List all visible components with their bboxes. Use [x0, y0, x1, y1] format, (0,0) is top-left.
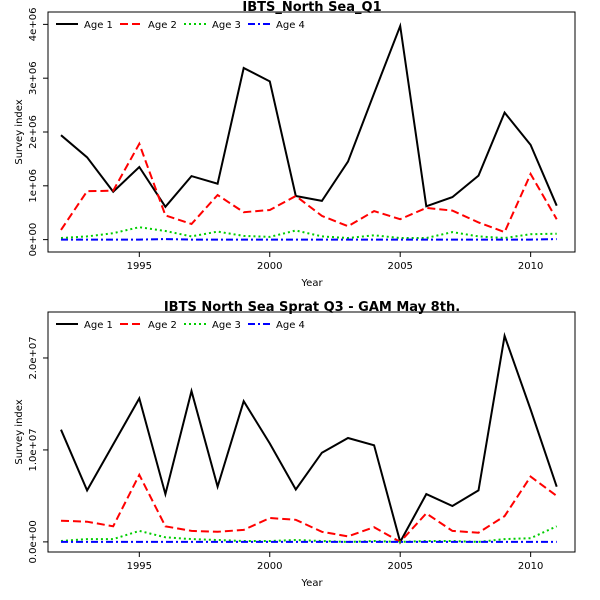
series-line-age-3 — [60, 525, 558, 543]
legend-label: Age 2 — [148, 320, 177, 331]
x-tick-label: 2010 — [518, 561, 543, 572]
y-tick-label: 3e+06 — [28, 61, 39, 95]
chart-title: IBTS_North Sea_Q1 — [242, 0, 381, 15]
x-tick-label: 2005 — [387, 561, 412, 572]
x-tick-label: 2000 — [257, 561, 282, 572]
series-line-age-4 — [61, 238, 557, 241]
y-tick-label: 1.0e+07 — [28, 428, 39, 471]
y-axis-label: Survey index — [14, 399, 25, 464]
legend: Age 1 Age 2 Age 3 Age 4 — [56, 320, 305, 331]
legend-label: Age 1 — [84, 320, 113, 331]
y-axis-label: Survey index — [14, 99, 25, 164]
legend-label: Age 2 — [148, 20, 177, 31]
chart-panel-q1: IBTS_North Sea_Q1 Year Survey index 1995… — [14, 0, 576, 289]
series-lines — [60, 331, 558, 545]
plot-frame — [47, 311, 576, 553]
series-line-age-3 — [60, 226, 557, 240]
y-tick-label: 0.0e+00 — [28, 520, 39, 563]
series-lines — [60, 22, 558, 241]
x-tick-label: 2010 — [518, 261, 543, 272]
x-tick-label: 1995 — [127, 561, 152, 572]
y-tick-label: 2.0e+07 — [28, 336, 39, 379]
x-axis-label: Year — [300, 578, 323, 589]
legend-label: Age 3 — [212, 20, 241, 31]
legend-label: Age 3 — [212, 320, 241, 331]
series-line-age-2 — [60, 141, 558, 234]
legend-label: Age 1 — [84, 20, 113, 31]
series-line-age-1 — [60, 22, 558, 209]
legend: Age 1 Age 2 Age 3 Age 4 — [56, 20, 305, 31]
legend-label: Age 4 — [276, 320, 305, 331]
legend-label: Age 4 — [276, 20, 305, 31]
x-tick-label: 1995 — [127, 261, 152, 272]
axis-ticks: 1995 2000 2005 2010 0e+00 1e+06 2e+06 3e+06 4e+0… — [28, 8, 543, 272]
series-line-age-2 — [60, 472, 558, 544]
x-axis-label: Year — [300, 278, 323, 289]
chart-panel-q3: IBTS North Sea Sprat Q3 - GAM May 8th. Y… — [14, 300, 576, 589]
y-tick-label: 1e+06 — [28, 169, 39, 203]
x-tick-label: 2005 — [387, 261, 412, 272]
axis-ticks: 1995 2000 2005 2010 0.0e+00 1.0e+07 2.0e+07 — [28, 336, 543, 572]
chart-title: IBTS North Sea Sprat Q3 - GAM May 8th. — [164, 300, 460, 315]
y-tick-label: 2e+06 — [28, 115, 39, 149]
series-line-age-1 — [60, 331, 558, 545]
y-tick-label: 4e+06 — [28, 8, 39, 42]
x-tick-label: 2000 — [257, 261, 282, 272]
y-tick-label: 0e+00 — [28, 223, 39, 257]
